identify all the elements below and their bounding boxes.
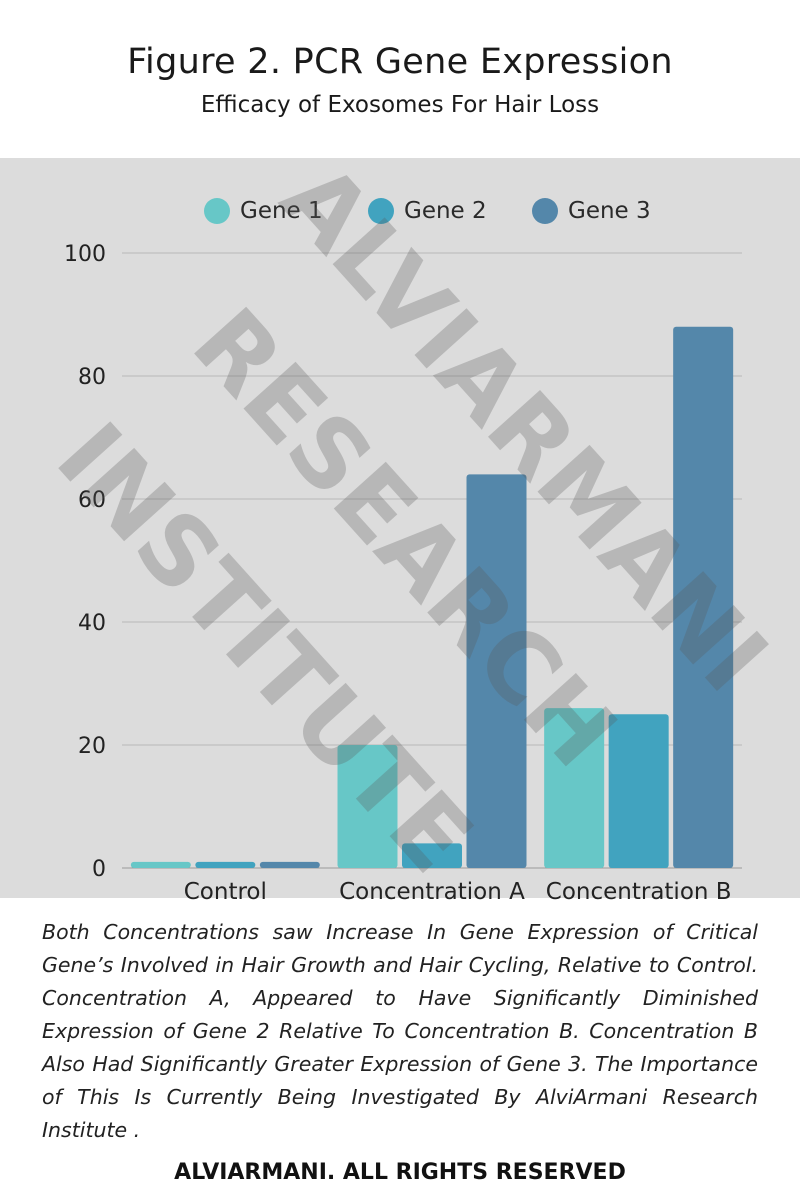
legend-label-gene-1: Gene 1 bbox=[240, 198, 323, 224]
copyright-footer: ALVIARMANI. ALL RIGHTS RESERVED bbox=[174, 1160, 626, 1185]
legend-item-gene-2: Gene 2 bbox=[368, 193, 487, 229]
legend-label-gene-2: Gene 2 bbox=[404, 198, 487, 224]
y-tick-label: 60 bbox=[78, 488, 106, 513]
legend-label-gene-3: Gene 3 bbox=[568, 198, 651, 224]
bar-concentration-a-gene-2 bbox=[402, 843, 462, 868]
bar-concentration-b-gene-2 bbox=[608, 714, 669, 868]
bar-control-gene-2 bbox=[195, 861, 256, 868]
bar-concentration-a-gene-1 bbox=[337, 745, 398, 868]
y-tick-label: 100 bbox=[64, 242, 106, 267]
figure-caption: Both Concentrations saw Increase In Gene… bbox=[42, 920, 758, 1142]
legend-item-gene-1: Gene 1 bbox=[204, 193, 323, 229]
bar-concentration-a-gene-3 bbox=[466, 474, 527, 868]
y-tick-label: 0 bbox=[92, 857, 106, 882]
bar-concentration-b-gene-3 bbox=[673, 326, 734, 868]
chart-title: Figure 2. PCR Gene Expression bbox=[127, 42, 673, 82]
legend-swatch-gene-1 bbox=[204, 198, 230, 224]
bar-control-gene-3 bbox=[259, 861, 320, 868]
y-tick-label: 80 bbox=[78, 365, 106, 390]
y-tick-label: 20 bbox=[78, 734, 106, 759]
legend-swatch-gene-3 bbox=[532, 198, 558, 224]
x-tick-label: Control bbox=[184, 879, 267, 905]
bar-concentration-b-gene-1 bbox=[544, 708, 605, 868]
y-tick-label: 40 bbox=[78, 611, 106, 636]
bar-control-gene-1 bbox=[130, 861, 191, 868]
x-tick-label: Concentration B bbox=[546, 879, 732, 905]
legend-item-gene-3: Gene 3 bbox=[532, 193, 651, 229]
chart-subtitle: Efficacy of Exosomes For Hair Loss bbox=[200, 92, 600, 118]
legend-swatch-gene-2 bbox=[368, 198, 394, 224]
chart-legend: Gene 1 Gene 2 Gene 3 bbox=[0, 193, 800, 229]
x-tick-label: Concentration A bbox=[339, 879, 525, 905]
